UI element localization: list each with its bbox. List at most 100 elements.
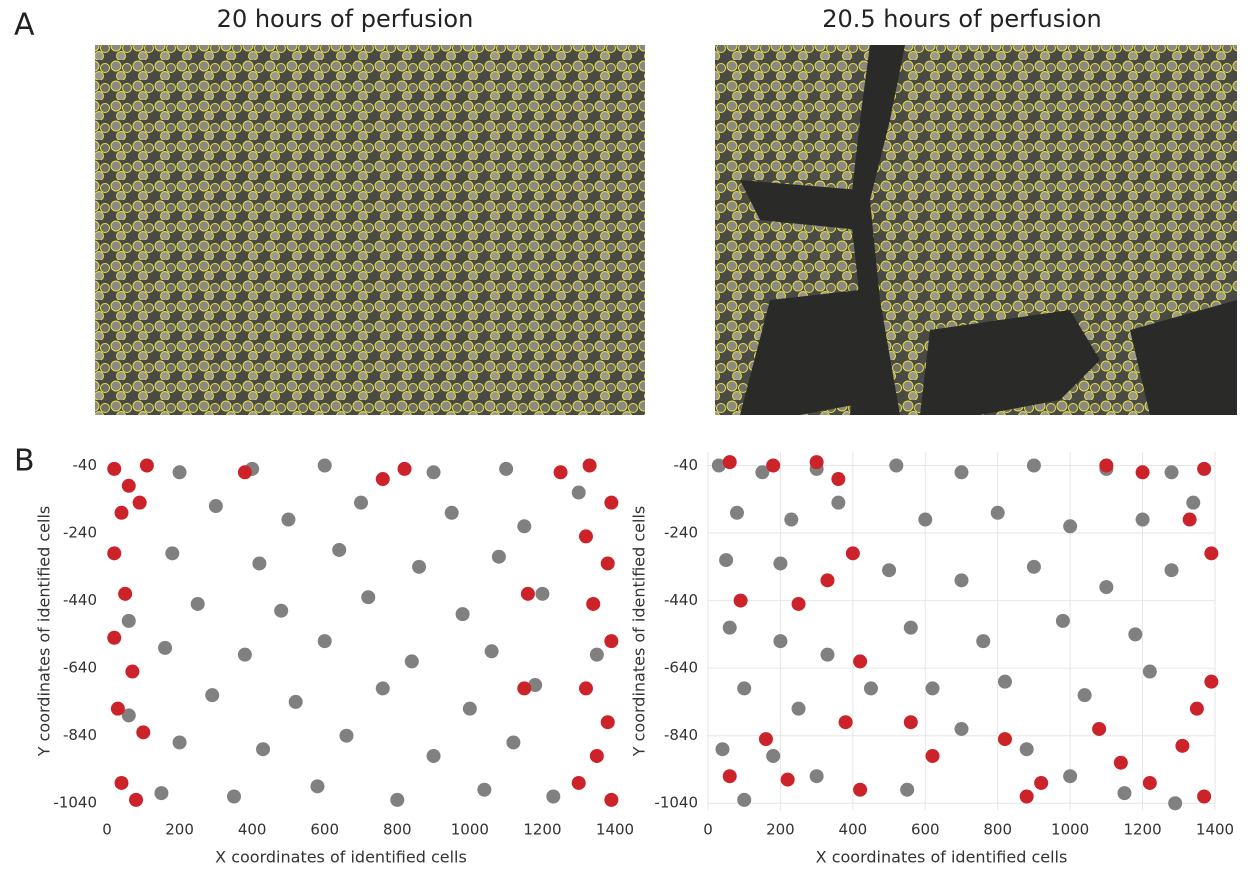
point: [954, 721, 969, 736]
point: [477, 782, 492, 797]
point: [172, 465, 187, 480]
y-tick-label: -840: [664, 726, 698, 744]
point: [354, 495, 368, 510]
image-title: 20 hours of perfusion: [217, 5, 474, 33]
point: [136, 725, 151, 740]
point: [1204, 546, 1219, 561]
point: [1142, 664, 1157, 679]
point: [390, 792, 405, 807]
point: [172, 735, 187, 750]
x-tick-label: 200: [766, 821, 795, 839]
point: [256, 742, 271, 757]
point: [1099, 458, 1114, 473]
point: [139, 458, 154, 473]
point: [571, 775, 586, 790]
point: [208, 499, 223, 514]
x-tick-label: 400: [238, 821, 267, 839]
point: [426, 748, 441, 763]
point: [426, 465, 441, 480]
point: [332, 542, 347, 557]
point: [737, 792, 752, 807]
point: [158, 640, 173, 655]
x-tick-label: 800: [983, 821, 1012, 839]
x-tick-label: 0: [703, 821, 713, 839]
point: [310, 779, 325, 794]
y-tick-label: -40: [674, 456, 699, 474]
point: [1019, 742, 1034, 757]
point: [535, 586, 550, 601]
point: [1182, 512, 1197, 527]
point: [853, 782, 868, 797]
point: [121, 613, 136, 628]
point: [1135, 512, 1150, 527]
x-tick-label: 1400: [596, 821, 634, 839]
x-axis-label: X coordinates of identified cells: [215, 848, 467, 867]
y-tick-label: -640: [664, 659, 698, 677]
point: [976, 634, 991, 649]
point: [773, 556, 788, 571]
x-tick-label: 1000: [451, 821, 489, 839]
point: [780, 772, 795, 787]
point: [586, 596, 601, 611]
point: [722, 769, 737, 784]
point: [1164, 563, 1179, 578]
point: [954, 465, 969, 480]
point: [190, 596, 205, 611]
x-tick-label: 600: [310, 821, 339, 839]
point: [114, 505, 129, 520]
point: [711, 458, 726, 473]
point: [604, 495, 619, 510]
point: [1113, 755, 1128, 770]
point: [578, 529, 593, 544]
point: [553, 465, 568, 480]
point: [863, 681, 878, 696]
point: [589, 647, 604, 662]
point: [506, 735, 521, 750]
x-tick-label: 1200: [1123, 821, 1161, 839]
point: [589, 748, 604, 763]
point: [114, 775, 129, 790]
point: [954, 573, 969, 588]
point: [361, 590, 376, 605]
point: [600, 556, 615, 571]
point: [758, 732, 773, 747]
point: [1204, 674, 1219, 689]
point: [889, 458, 904, 473]
point: [1135, 465, 1150, 480]
point: [900, 782, 915, 797]
point: [722, 455, 737, 470]
y-axis-label: Y coordinates of identified cells: [35, 506, 54, 757]
y-tick-label: -240: [63, 524, 97, 542]
point: [925, 681, 940, 696]
point: [499, 461, 514, 476]
point: [820, 573, 835, 588]
point: [165, 546, 180, 561]
point: [317, 634, 332, 649]
y-tick-label: -240: [664, 524, 698, 542]
point: [517, 519, 532, 534]
point: [845, 546, 860, 561]
point: [1168, 796, 1183, 811]
point: [997, 732, 1012, 747]
point: [604, 634, 619, 649]
microscopy-image: [95, 45, 645, 415]
point: [1117, 786, 1132, 801]
y-tick-label: -640: [63, 659, 97, 677]
point: [1142, 775, 1157, 790]
point: [733, 593, 748, 608]
point: [462, 701, 477, 716]
point: [755, 465, 770, 480]
point: [809, 455, 824, 470]
point: [546, 789, 561, 804]
point: [831, 495, 846, 510]
y-tick-label: -40: [73, 456, 98, 474]
point: [110, 701, 125, 716]
point: [317, 458, 332, 473]
point: [237, 465, 252, 480]
point: [227, 789, 241, 804]
point: [853, 654, 868, 669]
point: [397, 461, 412, 476]
point: [1128, 627, 1143, 642]
point: [339, 728, 354, 743]
point: [882, 563, 897, 578]
